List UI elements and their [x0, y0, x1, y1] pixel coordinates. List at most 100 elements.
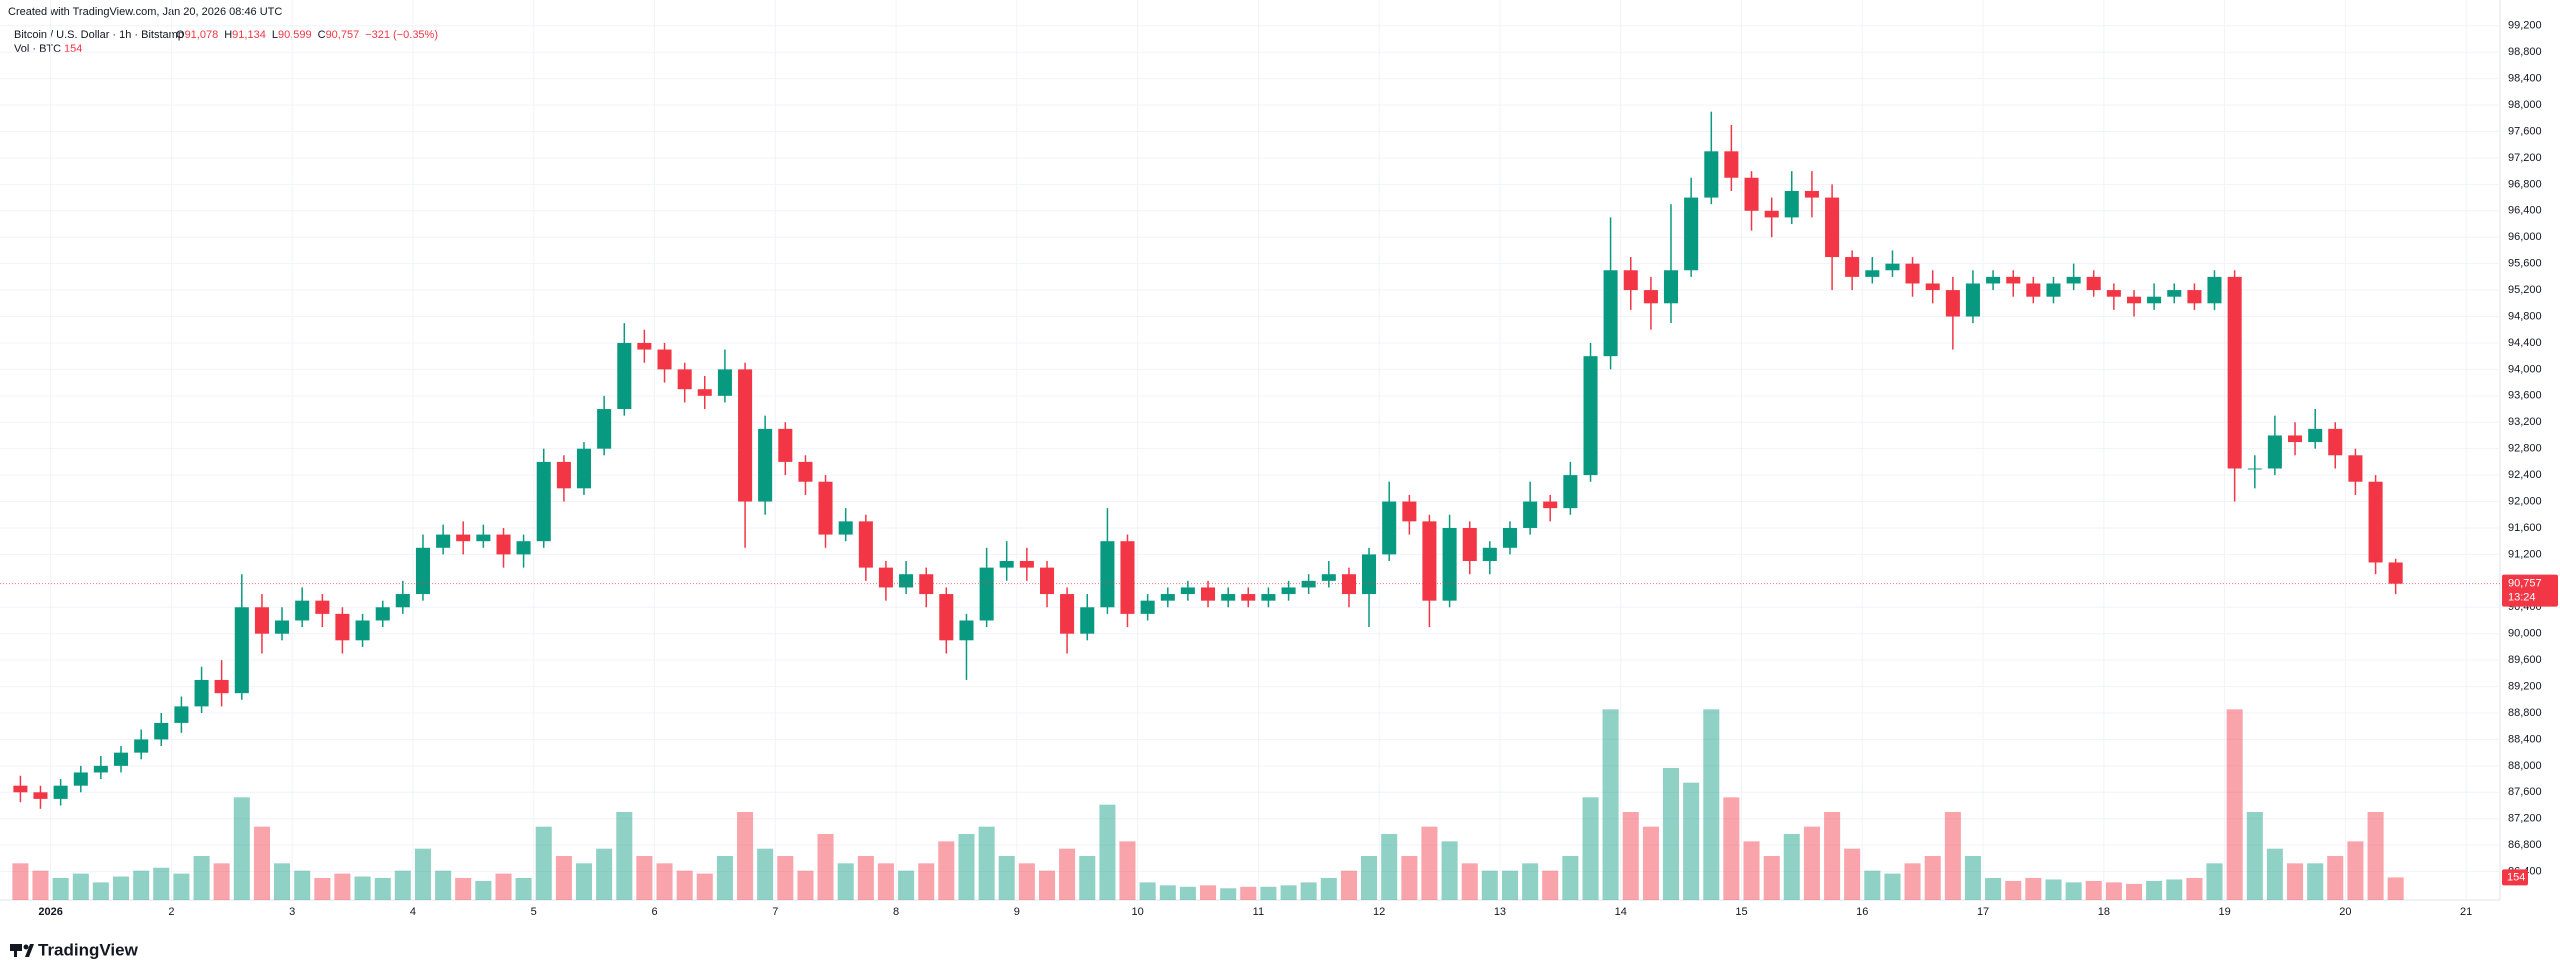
volume-bar	[2246, 812, 2263, 900]
volume-bar	[273, 863, 291, 900]
y-tick-label: 90,000	[2508, 628, 2542, 640]
candle-body	[1422, 521, 1437, 601]
x-tick-label: 16	[1856, 906, 1868, 918]
ohlc-value: 90,757	[326, 29, 360, 41]
volume-bar	[1220, 888, 1237, 900]
candle-body	[1784, 190, 1799, 218]
candle-body	[1019, 561, 1034, 568]
volume-bar	[737, 812, 754, 900]
volume-bar	[133, 870, 150, 900]
candle-body	[1321, 574, 1336, 581]
ohlc-value: 90,599	[278, 29, 312, 41]
volume-tag	[2502, 869, 2528, 886]
candle-body	[73, 772, 88, 786]
volume-bar	[1662, 768, 1679, 900]
y-tick-label: 87,200	[2508, 813, 2542, 825]
candle-body	[295, 600, 310, 621]
y-tick-label: 91,200	[2508, 548, 2542, 560]
candle-body	[2127, 296, 2142, 304]
volume-bar	[455, 878, 472, 900]
volume-bar	[1481, 870, 1498, 900]
candle-body	[254, 607, 269, 634]
candle-body	[1663, 270, 1678, 304]
ohlc-legend: O91,078 H91,134 L90,599 C90,757 −321 (−0.35%…	[176, 29, 438, 41]
candle-body	[1905, 263, 1920, 284]
candle-body	[1281, 587, 1296, 595]
candle-body	[1442, 527, 1457, 601]
candle-body	[134, 739, 149, 753]
candle-body	[657, 349, 672, 370]
candle-body	[214, 679, 229, 694]
candle-body	[1221, 594, 1236, 601]
candle-body	[1603, 270, 1618, 357]
candle-body	[576, 448, 591, 489]
volume-bar	[636, 856, 653, 900]
candle-body	[456, 534, 471, 542]
volume-bar	[1461, 863, 1478, 900]
volume-bar	[1039, 870, 1056, 900]
candle-body	[516, 541, 531, 555]
volume-bar	[1401, 856, 1418, 900]
candle-body	[174, 706, 189, 723]
volume-bar	[2166, 879, 2183, 900]
y-tick-label: 97,600	[2508, 125, 2542, 137]
candle-body	[1382, 501, 1397, 555]
volume-bar	[1421, 826, 1438, 900]
candle-body	[93, 765, 108, 773]
volume-bar	[757, 848, 774, 900]
candle-body	[1885, 263, 1900, 271]
candle-body	[778, 428, 793, 462]
grid	[0, 0, 2500, 900]
candle-body	[2066, 276, 2081, 284]
candle-body	[2086, 276, 2101, 291]
volume-bar	[1280, 885, 1297, 900]
volume-bar	[1381, 834, 1398, 900]
candles	[13, 111, 2403, 809]
candle-body	[315, 600, 330, 614]
volume-bar	[1884, 873, 1901, 900]
candle-body	[858, 521, 873, 568]
candle-body	[1462, 527, 1477, 562]
volume-bar	[515, 878, 532, 900]
volume-bar	[495, 873, 512, 900]
candle-body	[637, 342, 652, 350]
x-tick-label: 12	[1373, 906, 1385, 918]
volume-bar	[1240, 886, 1257, 900]
volume-bar	[294, 870, 311, 900]
volume-value: 154	[64, 43, 82, 55]
volume-bar	[2287, 863, 2304, 900]
x-tick-label: 18	[2098, 906, 2110, 918]
y-tick-label: 96,000	[2508, 231, 2542, 243]
volume-bar	[52, 878, 69, 900]
volume-bar	[1159, 885, 1176, 900]
y-tick-label: 96,400	[2508, 205, 2542, 217]
volume-bar	[877, 863, 894, 900]
candle-body	[1925, 283, 1940, 291]
candle-body	[1684, 197, 1699, 271]
volume-bar	[1562, 856, 1579, 900]
volume-bar	[1300, 882, 1317, 900]
volume-bar	[676, 870, 693, 900]
volume-bar	[1260, 886, 1277, 900]
volume-bar	[414, 848, 431, 900]
x-tick-label: 13	[1494, 906, 1506, 918]
volume-bar	[112, 876, 130, 900]
countdown: 13:24	[2508, 592, 2536, 604]
candle-body	[1523, 501, 1538, 528]
volume-bar	[918, 863, 935, 900]
candle-body	[2026, 283, 2041, 297]
y-tick-label: 94,400	[2508, 337, 2542, 349]
candle-body	[1140, 600, 1155, 614]
candle-body	[335, 613, 350, 641]
volume-bar	[233, 797, 250, 900]
candle-body	[33, 792, 48, 799]
candle-body	[536, 461, 551, 542]
volume-bar	[1099, 804, 1116, 900]
volume-bar	[253, 826, 270, 900]
volume-bar	[1179, 886, 1196, 900]
volume-bar	[1743, 841, 1760, 900]
candle-body	[2308, 428, 2323, 443]
candle-body	[2167, 290, 2182, 297]
